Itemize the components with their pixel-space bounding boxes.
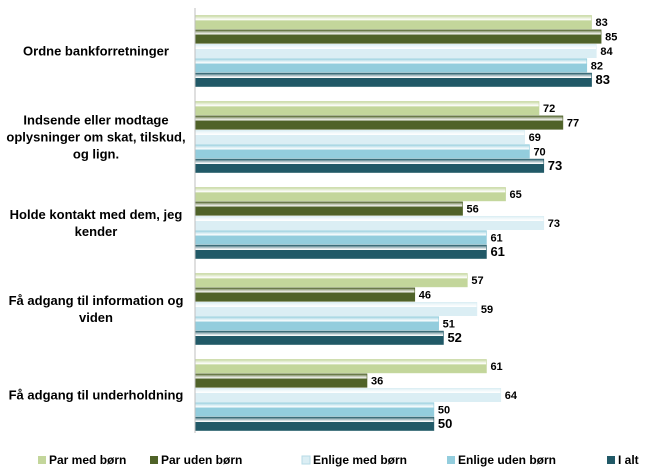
value-label: 56 (467, 204, 479, 216)
legend-label: Enlige med børn (313, 453, 407, 467)
value-label: 84 (600, 46, 613, 58)
value-label: 65 (510, 189, 522, 201)
bar (194, 402, 435, 417)
value-label: 57 (471, 275, 483, 287)
legend-swatch (447, 456, 455, 464)
value-label: 73 (548, 158, 562, 173)
category-label: Få adgang til underholdning (8, 387, 184, 403)
value-label: 61 (490, 244, 504, 259)
bar (194, 216, 545, 231)
value-label: 72 (543, 103, 555, 115)
value-label: 51 (443, 318, 455, 330)
bar (194, 316, 439, 331)
value-label: 36 (371, 376, 383, 388)
bar (194, 130, 525, 145)
bar (194, 230, 487, 245)
bar (194, 101, 540, 116)
bar (194, 43, 597, 58)
bar (194, 244, 487, 259)
category-label: Indsende eller modtage oplysninger om sk… (6, 112, 186, 162)
value-label: 83 (596, 17, 608, 29)
value-label: 82 (591, 60, 603, 72)
bar (194, 115, 564, 130)
bar (194, 287, 416, 302)
bar (194, 201, 463, 216)
legend-label: Par med børn (49, 453, 126, 467)
value-label: 83 (596, 72, 610, 87)
bar (194, 416, 435, 431)
bar (194, 29, 602, 44)
value-label: 50 (438, 416, 452, 431)
value-label: 64 (505, 390, 518, 402)
bar (194, 72, 592, 87)
legend-swatch (150, 456, 158, 464)
legend-label: Enlige uden børn (458, 453, 556, 467)
value-label: 77 (567, 118, 579, 130)
value-label: 61 (490, 361, 502, 373)
value-label: 46 (419, 290, 431, 302)
bar (194, 330, 444, 345)
legend-label: Par uden børn (161, 453, 242, 467)
bar (194, 373, 368, 388)
value-label: 85 (605, 32, 617, 44)
bar (194, 301, 478, 316)
legend-swatch (607, 456, 615, 464)
legend-label: I alt (618, 453, 639, 467)
bar (194, 187, 506, 202)
value-label: 59 (481, 304, 493, 316)
legend-swatch (301, 455, 311, 465)
bar (194, 15, 592, 30)
bar (194, 359, 487, 374)
bar (194, 387, 502, 402)
value-label: 73 (548, 218, 560, 230)
category-label: Ordne bankforretninger (23, 43, 169, 59)
category-label: Holde kontakt med dem, jeg kender (9, 207, 183, 239)
bar (194, 58, 588, 73)
legend-swatch (38, 456, 46, 464)
bar (194, 144, 530, 159)
bar (194, 158, 545, 173)
value-label: 61 (490, 232, 502, 244)
value-label: 52 (447, 330, 461, 345)
value-label: 69 (529, 132, 541, 144)
category-label: Få adgang til information og viden (8, 293, 184, 325)
bar (194, 273, 468, 288)
value-label: 50 (438, 404, 450, 416)
value-label: 70 (533, 146, 545, 158)
